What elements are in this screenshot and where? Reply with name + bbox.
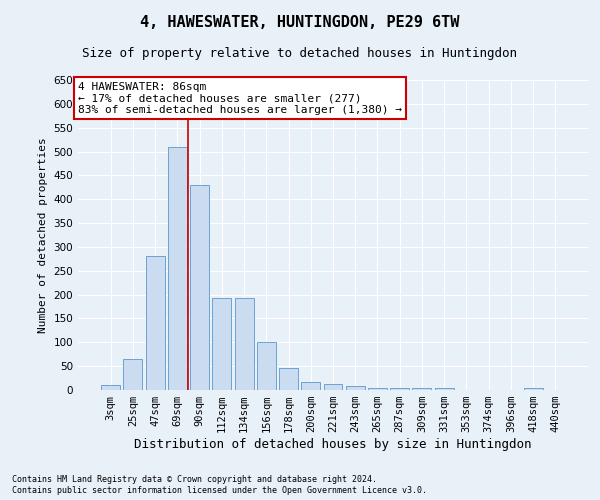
Bar [279, 368, 298, 390]
Bar [524, 388, 542, 390]
Bar [190, 185, 209, 390]
Bar [435, 388, 454, 390]
Text: 4, HAWESWATER, HUNTINGDON, PE29 6TW: 4, HAWESWATER, HUNTINGDON, PE29 6TW [140, 15, 460, 30]
Text: Contains HM Land Registry data © Crown copyright and database right 2024.: Contains HM Land Registry data © Crown c… [12, 475, 377, 484]
Bar [212, 298, 231, 390]
Bar [346, 386, 365, 390]
Bar [101, 385, 120, 390]
Bar [235, 298, 254, 390]
X-axis label: Distribution of detached houses by size in Huntingdon: Distribution of detached houses by size … [134, 438, 532, 451]
Bar [301, 382, 320, 390]
Text: Contains public sector information licensed under the Open Government Licence v3: Contains public sector information licen… [12, 486, 427, 495]
Bar [412, 388, 431, 390]
Bar [146, 256, 164, 390]
Bar [323, 384, 343, 390]
Bar [124, 359, 142, 390]
Text: Size of property relative to detached houses in Huntingdon: Size of property relative to detached ho… [83, 48, 517, 60]
Text: 4 HAWESWATER: 86sqm
← 17% of detached houses are smaller (277)
83% of semi-detac: 4 HAWESWATER: 86sqm ← 17% of detached ho… [78, 82, 402, 115]
Bar [390, 388, 409, 390]
Y-axis label: Number of detached properties: Number of detached properties [38, 137, 48, 333]
Bar [368, 388, 387, 390]
Bar [257, 342, 276, 390]
Bar [168, 147, 187, 390]
